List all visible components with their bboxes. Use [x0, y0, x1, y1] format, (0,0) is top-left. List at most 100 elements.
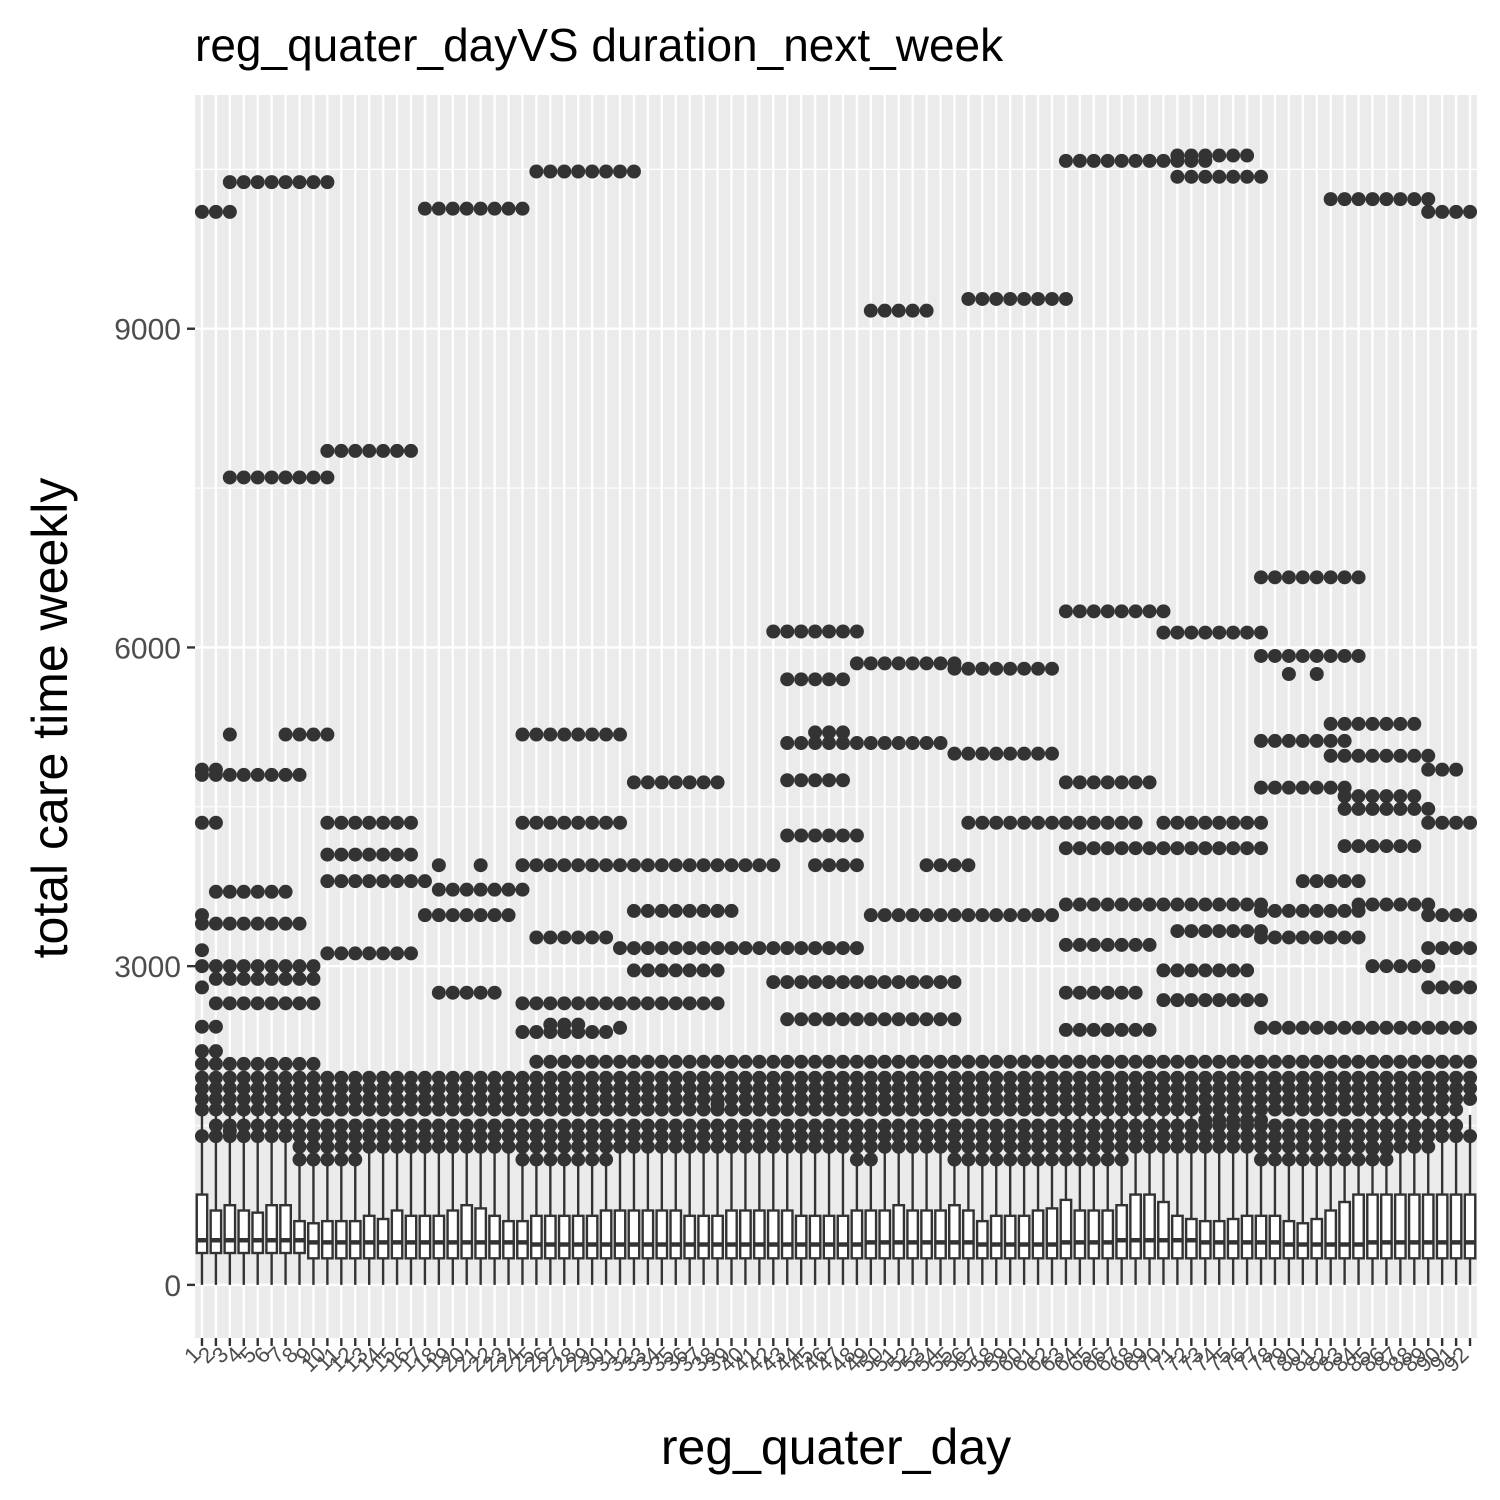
outlier-point — [459, 201, 474, 216]
outlier-point — [431, 1091, 446, 1106]
outlier-point — [501, 908, 516, 923]
outlier-point — [599, 164, 614, 179]
outlier-point — [849, 624, 864, 639]
outlier-point — [613, 1118, 628, 1133]
outlier-point — [320, 874, 335, 889]
box — [571, 1214, 585, 1260]
outlier-point — [1365, 1054, 1380, 1069]
outlier-point — [975, 1139, 990, 1154]
outlier-point — [1351, 570, 1366, 585]
outlier-point — [626, 1118, 641, 1133]
outlier-point — [1393, 801, 1408, 816]
outlier-point — [320, 1102, 335, 1117]
outlier-point — [1421, 204, 1436, 219]
outlier-point — [1421, 801, 1436, 816]
outlier-point — [417, 1139, 432, 1154]
outlier-point — [194, 1102, 209, 1117]
outlier-point — [682, 1118, 697, 1133]
outlier-point — [1379, 1091, 1394, 1106]
outlier-point — [473, 201, 488, 216]
outlier-point — [515, 1139, 530, 1154]
outlier-point — [1309, 1139, 1324, 1154]
outlier-point — [626, 941, 641, 956]
outlier-point — [1240, 815, 1255, 830]
outlier-point — [766, 1118, 781, 1133]
box — [1463, 1193, 1477, 1260]
outlier-point — [1031, 1118, 1046, 1133]
outlier-point — [390, 1118, 405, 1133]
outlier-point — [1421, 1070, 1436, 1085]
outlier-point — [1281, 667, 1296, 682]
outlier-point — [1031, 1054, 1046, 1069]
outlier-point — [1421, 1081, 1436, 1096]
outlier-point — [571, 1152, 586, 1167]
outlier-point — [863, 908, 878, 923]
outlier-point — [919, 1081, 934, 1096]
outlier-point — [780, 1102, 795, 1117]
outlier-point — [529, 1054, 544, 1069]
outlier-point — [780, 624, 795, 639]
box — [1045, 1207, 1059, 1260]
outlier-point — [1058, 775, 1073, 790]
outlier-point — [1142, 897, 1157, 912]
outlier-point — [250, 1070, 265, 1085]
outlier-point — [1184, 897, 1199, 912]
outlier-point — [1226, 993, 1241, 1008]
outlier-point — [1212, 1091, 1227, 1106]
outlier-point — [1393, 1102, 1408, 1117]
outlier-point — [1323, 192, 1338, 207]
outlier-point — [459, 1129, 474, 1144]
outlier-point — [682, 1070, 697, 1085]
outlier-point — [794, 1054, 809, 1069]
box — [1282, 1219, 1296, 1260]
outlier-point — [1323, 1102, 1338, 1117]
outlier-point — [543, 815, 558, 830]
box — [1393, 1193, 1407, 1260]
outlier-point — [515, 996, 530, 1011]
outlier-point — [487, 985, 502, 1000]
outlier-point — [1184, 963, 1199, 978]
outlier-point — [710, 996, 725, 1011]
outlier-point — [1100, 937, 1115, 952]
outlier-point — [1323, 716, 1338, 731]
outlier-point — [250, 1129, 265, 1144]
outlier-point — [1421, 762, 1436, 777]
outlier-point — [431, 858, 446, 873]
outlier-point — [1044, 1081, 1059, 1096]
outlier-point — [891, 736, 906, 751]
outlier-point — [1379, 748, 1394, 763]
outlier-point — [613, 1129, 628, 1144]
outlier-point — [194, 1019, 209, 1034]
outlier-point — [1226, 841, 1241, 856]
outlier-point — [947, 1139, 962, 1154]
outlier-point — [1226, 1091, 1241, 1106]
outlier-point — [891, 975, 906, 990]
outlier-point — [208, 959, 223, 974]
outlier-point — [1017, 815, 1032, 830]
outlier-point — [236, 767, 251, 782]
outlier-point — [933, 1129, 948, 1144]
outlier-point — [835, 941, 850, 956]
outlier-point — [208, 204, 223, 219]
outlier-point — [278, 996, 293, 1011]
outlier-point — [1379, 839, 1394, 854]
outlier-point — [1226, 963, 1241, 978]
outlier-point — [849, 1129, 864, 1144]
outlier-point — [459, 1118, 474, 1133]
outlier-point — [877, 975, 892, 990]
outlier-point — [835, 736, 850, 751]
outlier-point — [1463, 1081, 1478, 1096]
outlier-point — [501, 1118, 516, 1133]
outlier-point — [208, 1091, 223, 1106]
outlier-point — [1379, 789, 1394, 804]
outlier-point — [668, 941, 683, 956]
outlier-point — [724, 941, 739, 956]
outlier-point — [390, 1070, 405, 1085]
outlier-point — [626, 164, 641, 179]
outlier-point — [571, 815, 586, 830]
box — [906, 1209, 920, 1260]
outlier-point — [1226, 1129, 1241, 1144]
y-tick-label: 6000 — [114, 632, 181, 665]
outlier-point — [863, 1091, 878, 1106]
outlier-point — [822, 1118, 837, 1133]
